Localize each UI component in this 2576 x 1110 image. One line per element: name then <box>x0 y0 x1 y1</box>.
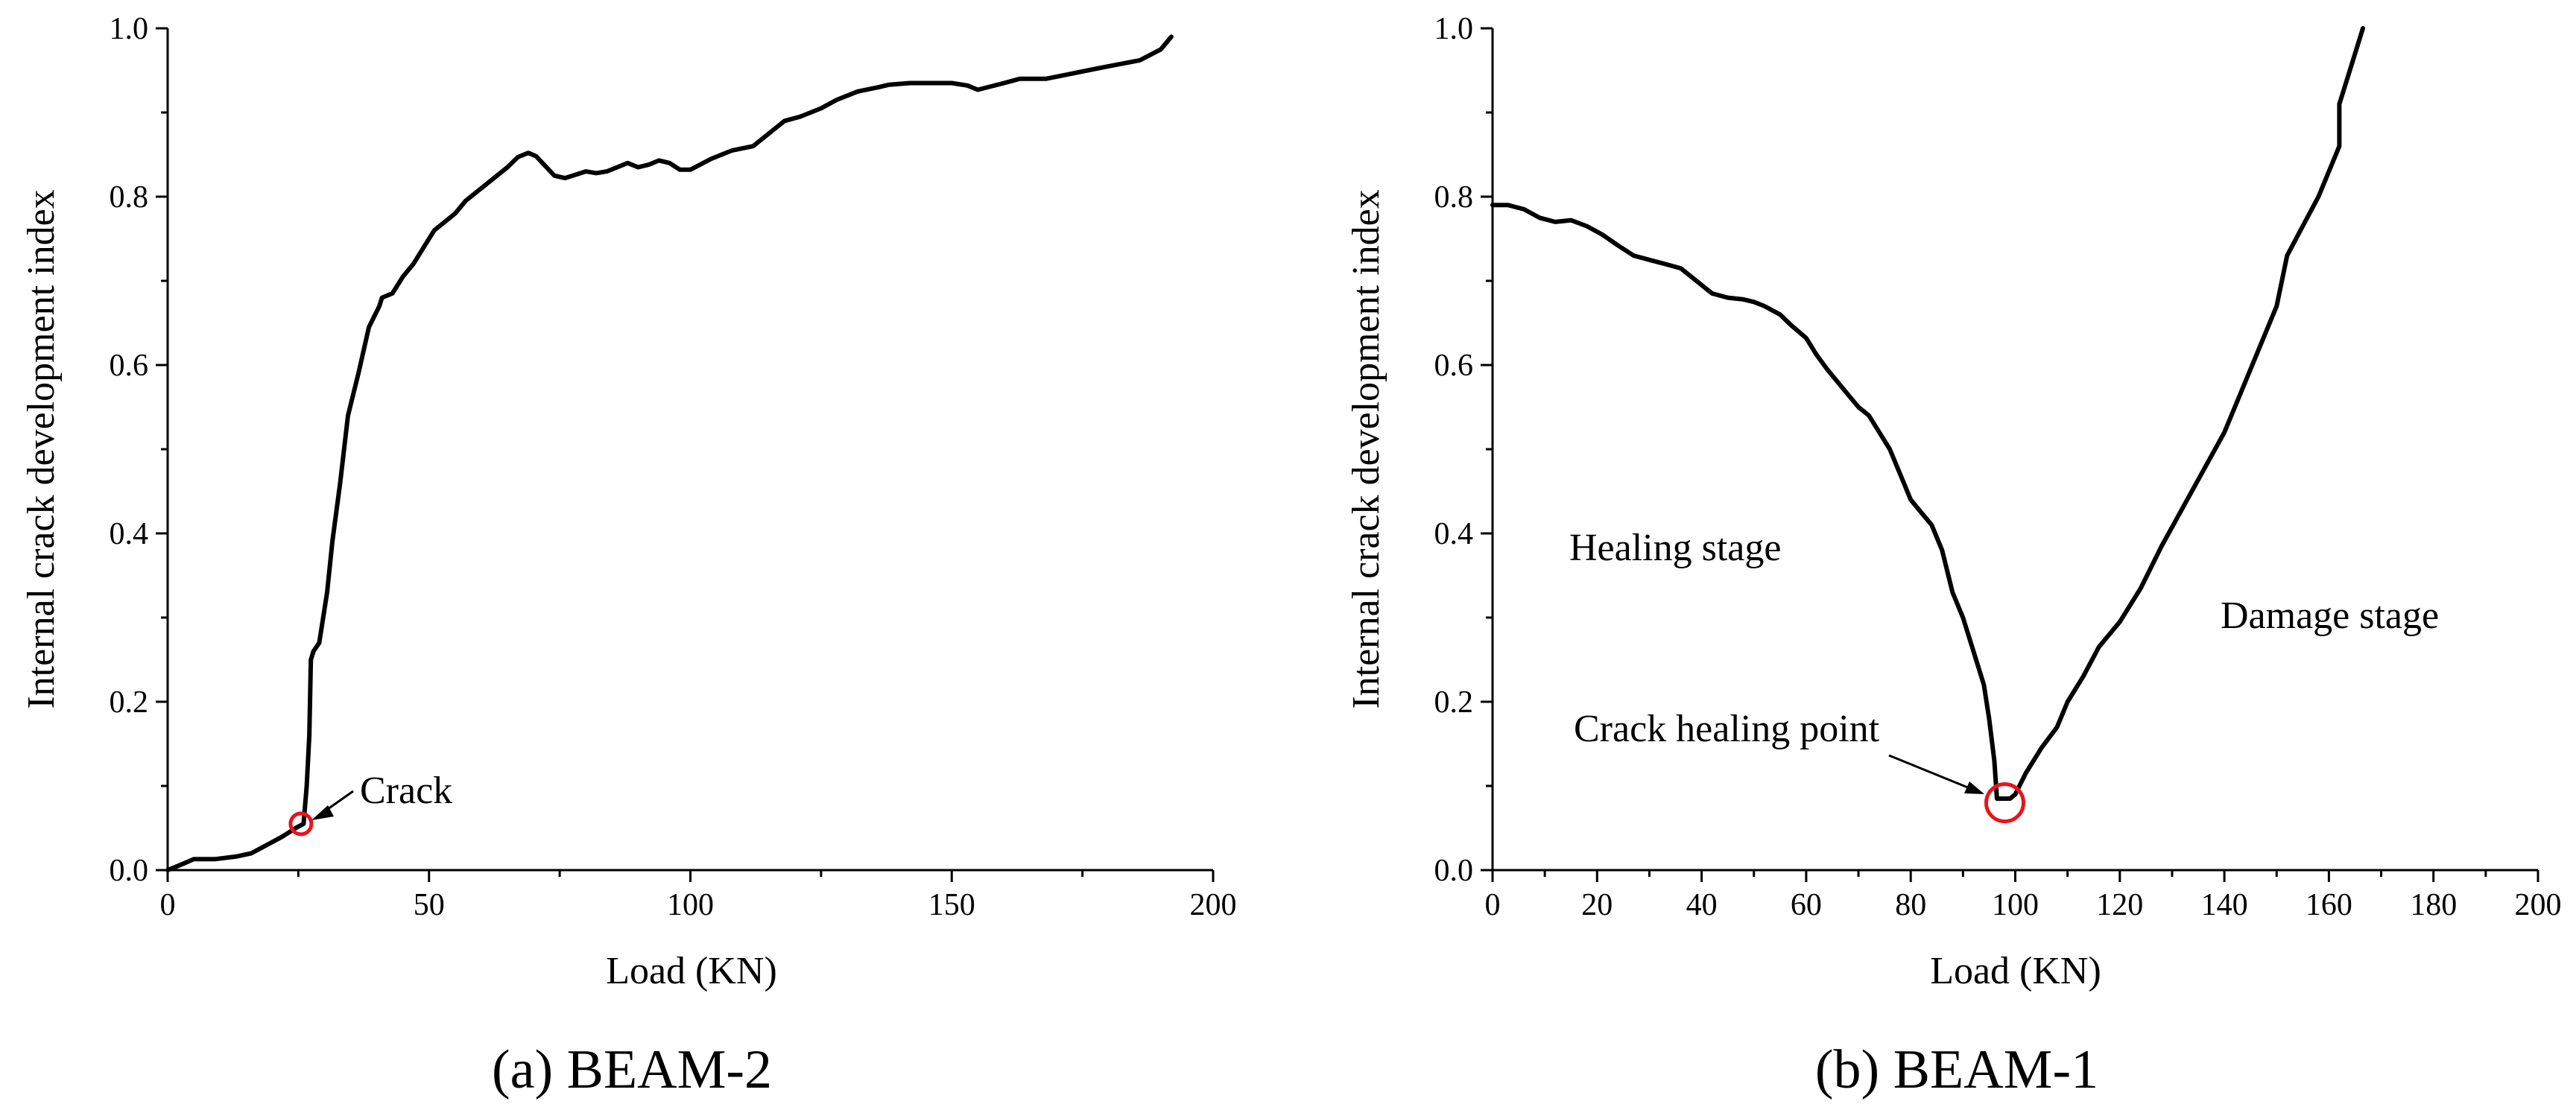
panel-b-x-axis-title: Load (KN) <box>1930 950 2101 992</box>
x-tick-label: 40 <box>1686 888 1718 922</box>
x-tick-label: 100 <box>1992 888 2039 922</box>
y-tick-label: 0.4 <box>110 517 149 551</box>
x-tick-label: 200 <box>1190 888 1237 922</box>
x-tick-label: 100 <box>667 888 714 922</box>
panel-a-y-ticks: 0.0 0.2 0.4 0.6 0.8 1.0 <box>110 12 168 888</box>
x-tick-label: 20 <box>1581 888 1613 922</box>
y-tick-label: 1.0 <box>1434 12 1474 46</box>
x-tick-label: 120 <box>2096 888 2143 922</box>
panel-a-annotation-crack: Crack <box>360 770 452 812</box>
panel-a-y-axis-title: Internal crack development index <box>20 189 63 708</box>
series-line-0 <box>165 34 1174 872</box>
panel-b-annotation-arrowhead <box>1964 781 1984 794</box>
panel-b: 0 20 40 60 80 100 120 140 160 180 200 0.0 0.2 0.4 0.6… <box>1345 12 2562 1100</box>
panel-a-annotation-arrowhead <box>311 805 334 820</box>
panel-b-annotation-healing-point: Crack healing point <box>1574 708 1880 750</box>
highlight-marker <box>1984 782 2025 824</box>
panel-b-plot-area <box>1490 26 2365 824</box>
panel-a-x-ticks: 0 50 100 150 200 <box>160 870 1237 922</box>
x-tick-label: 50 <box>414 888 445 922</box>
x-tick-label: 140 <box>2201 888 2248 922</box>
series-line-0 <box>1490 26 2365 801</box>
x-tick-label: 80 <box>1895 888 1926 922</box>
y-tick-label: 0.4 <box>1434 517 1474 551</box>
panel-b-x-ticks: 0 20 40 60 80 100 120 140 160 180 200 <box>1485 870 2562 922</box>
panel-b-y-ticks: 0.0 0.2 0.4 0.6 0.8 1.0 <box>1434 12 1493 888</box>
y-tick-label: 0.8 <box>1434 180 1474 215</box>
panel-b-annotation-healing-stage: Healing stage <box>1569 527 1781 569</box>
x-tick-label: 200 <box>2515 888 2562 922</box>
panel-b-annotation-arrow <box>1888 754 1974 791</box>
panel-a: 0 50 100 150 200 0.0 0.2 0.4 0.6 0.8 1.0 Load (KN… <box>20 12 1237 1100</box>
panel-b-caption: (b) BEAM-1 <box>1815 1039 2098 1100</box>
panel-a-caption: (a) BEAM-2 <box>492 1039 772 1100</box>
panel-a-x-axis-title: Load (KN) <box>606 950 777 992</box>
y-tick-label: 0.2 <box>1434 685 1474 720</box>
x-tick-label: 0 <box>160 888 176 922</box>
x-tick-label: 160 <box>2306 888 2352 922</box>
y-tick-label: 0.0 <box>110 854 149 888</box>
x-tick-label: 0 <box>1485 888 1501 922</box>
highlight-marker <box>288 811 314 837</box>
y-tick-label: 0.0 <box>1434 854 1474 888</box>
x-tick-label: 60 <box>1791 888 1822 922</box>
panel-b-annotation-damage-stage: Damage stage <box>2221 594 2439 637</box>
y-tick-label: 1.0 <box>110 12 149 46</box>
panel-b-y-axis-title: Internal crack development index <box>1345 189 1387 708</box>
y-tick-label: 0.6 <box>1434 349 1474 383</box>
x-tick-label: 150 <box>928 888 975 922</box>
panel-a-plot-area <box>165 34 1174 872</box>
y-tick-label: 0.8 <box>110 180 149 215</box>
y-tick-label: 0.2 <box>110 685 149 720</box>
x-tick-label: 180 <box>2410 888 2457 922</box>
y-tick-label: 0.6 <box>110 349 149 383</box>
